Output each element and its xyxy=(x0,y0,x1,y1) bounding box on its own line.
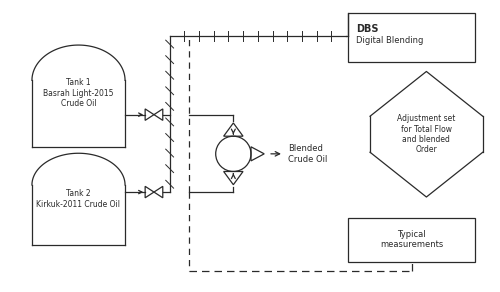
Text: DBS: DBS xyxy=(356,25,378,34)
Text: Blended
Crude Oil: Blended Crude Oil xyxy=(288,144,327,164)
Text: Tank 1
Basrah Light-2015
Crude Oil: Tank 1 Basrah Light-2015 Crude Oil xyxy=(44,78,114,108)
Text: Adjustment set
for Total Flow
and blended
Order: Adjustment set for Total Flow and blende… xyxy=(397,114,456,154)
Bar xyxy=(348,218,476,262)
Bar xyxy=(348,13,476,62)
Text: Typical
measurements: Typical measurements xyxy=(380,230,444,249)
Text: Tank 2
Kirkuk-2011 Crude Oil: Tank 2 Kirkuk-2011 Crude Oil xyxy=(36,189,120,208)
Text: Digital Blending: Digital Blending xyxy=(356,36,423,45)
